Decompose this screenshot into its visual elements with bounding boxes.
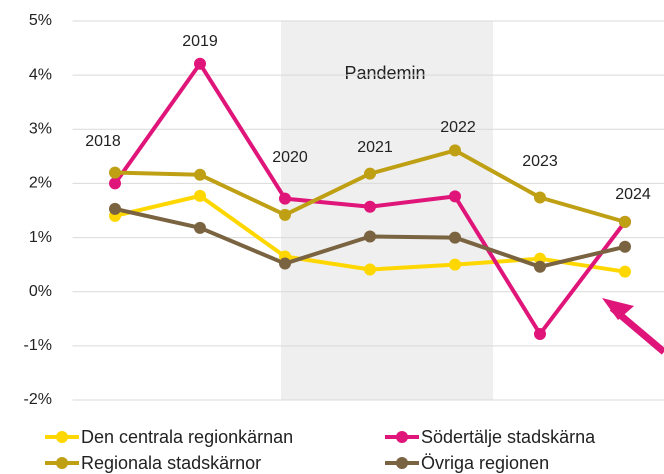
point — [279, 208, 291, 221]
pandemic-region — [281, 21, 493, 400]
point — [194, 57, 206, 70]
year-label: 2018 — [85, 133, 121, 150]
y-tick-label: 1% — [29, 229, 52, 246]
year-label: 2024 — [615, 186, 651, 203]
y-tick-label: 4% — [29, 66, 52, 83]
pandemic-label: Pandemin — [344, 63, 425, 83]
legend-marker — [396, 431, 408, 443]
point — [534, 327, 546, 340]
legend-label: Den centrala regionkärnan — [81, 427, 293, 447]
point — [449, 190, 461, 203]
point — [449, 258, 461, 271]
legend-marker — [56, 431, 68, 443]
year-label: 2020 — [272, 149, 308, 166]
legend-label: Övriga regionen — [421, 453, 549, 473]
y-tick-label: -1% — [24, 337, 52, 354]
year-label: 2022 — [440, 119, 476, 136]
legend-marker — [396, 457, 408, 469]
point — [364, 263, 376, 276]
point — [109, 202, 121, 215]
point — [279, 192, 291, 205]
point — [194, 221, 206, 234]
point — [364, 167, 376, 180]
point — [279, 257, 291, 270]
point — [619, 215, 631, 228]
point — [364, 230, 376, 243]
point — [449, 144, 461, 157]
y-tick-label: -2% — [24, 391, 52, 408]
y-tick-label: 2% — [29, 175, 52, 192]
point — [619, 265, 631, 278]
legend-label: Regionala stadskärnor — [81, 453, 261, 473]
point — [194, 168, 206, 181]
point — [534, 191, 546, 204]
point — [194, 189, 206, 202]
y-tick-label: 5% — [29, 12, 52, 29]
legend-marker — [56, 457, 68, 469]
point — [449, 231, 461, 244]
year-label: 2019 — [182, 33, 218, 50]
arrow-head — [602, 298, 634, 320]
year-label: 2023 — [522, 153, 558, 170]
point — [109, 166, 121, 179]
year-label: 2021 — [357, 139, 393, 156]
point — [534, 260, 546, 273]
point — [619, 240, 631, 253]
plot: Pandemin -2% -1% 0% 1% 2% 3% 4% 5% 2018 2019 2020 20… — [24, 12, 664, 408]
y-tick-label: 0% — [29, 283, 52, 300]
point — [109, 177, 121, 190]
point — [364, 200, 376, 213]
y-tick-label: 3% — [29, 121, 52, 138]
legend-label: Södertälje stadskärna — [421, 427, 596, 447]
